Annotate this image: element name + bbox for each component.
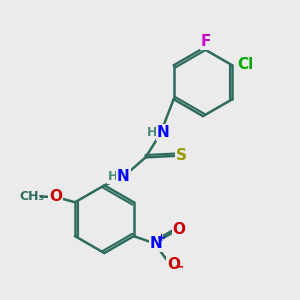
Text: H: H: [147, 126, 157, 139]
Text: N: N: [150, 236, 163, 251]
Text: N: N: [156, 125, 169, 140]
Text: F: F: [201, 34, 211, 50]
Text: −: −: [174, 260, 184, 274]
Text: CH₃: CH₃: [19, 190, 44, 203]
Text: S: S: [176, 148, 187, 164]
Text: O: O: [167, 256, 180, 272]
Text: H: H: [108, 170, 119, 183]
Text: O: O: [172, 222, 185, 237]
Text: +: +: [157, 233, 166, 243]
Text: Cl: Cl: [237, 57, 254, 72]
Text: O: O: [49, 189, 62, 204]
Text: N: N: [117, 169, 130, 184]
